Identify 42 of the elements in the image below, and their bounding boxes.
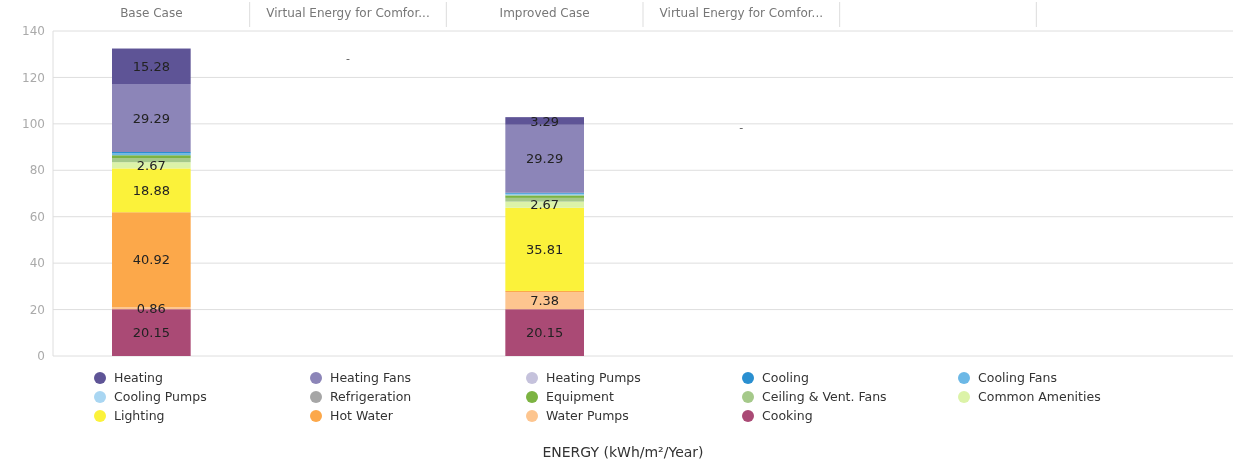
data-label: 0.86 (136, 300, 166, 316)
y-tick-label: 140 (22, 24, 45, 39)
legend-label: Cooling (762, 370, 809, 386)
legend-label: Cooling Fans (978, 370, 1057, 386)
legend-label: Water Pumps (546, 408, 629, 424)
legend-label: Cooling Pumps (114, 389, 207, 405)
data-label: 20.15 (132, 325, 170, 341)
text: - (739, 121, 744, 134)
legend-label: Hot Water (330, 408, 394, 424)
y-tick-label: 80 (29, 163, 45, 178)
legend-label: Lighting (114, 408, 165, 424)
data-label: 3.29 (530, 113, 560, 129)
legend-label: Equipment (546, 389, 614, 405)
y-tick-label: 120 (22, 70, 45, 85)
data-label: 35.81 (526, 241, 564, 257)
x-tick-label: Virtual Energy for Comfor... (659, 6, 824, 21)
y-tick-label: 40 (29, 256, 45, 271)
y-tick-label: 20 (29, 302, 45, 317)
text: - (346, 52, 350, 66)
data-label: 7.38 (530, 293, 560, 309)
legend-label: Ceiling & Vent. Fans (762, 389, 887, 405)
y-tick-label: 100 (22, 117, 45, 132)
legend-label: Refrigeration (330, 389, 412, 405)
y-tick-label: 0 (37, 349, 45, 364)
data-label: 2.67 (136, 157, 166, 173)
data-label: 18.88 (132, 182, 170, 198)
data-label: 29.29 (526, 151, 564, 167)
data-label: 29.29 (132, 110, 170, 126)
legend-label: Heating Pumps (546, 370, 641, 386)
legend-label: Common Amenities (978, 389, 1101, 405)
x-tick-label: Virtual Energy for Comfor... (266, 6, 430, 21)
y-tick-label: 60 (29, 209, 45, 224)
legend-label: Heating (114, 370, 163, 386)
text: ENERGY (kWh/m²/Year) (542, 443, 704, 460)
data-label: 2.67 (530, 197, 560, 213)
data-label: 20.15 (526, 325, 564, 341)
x-tick-label: Base Case (120, 6, 183, 21)
data-label: 15.28 (132, 58, 170, 74)
legend-label: Cooking (762, 408, 813, 424)
x-tick-label: Improved Case (499, 6, 590, 21)
data-label: 40.92 (132, 252, 170, 268)
legend-label: Heating Fans (330, 370, 412, 386)
